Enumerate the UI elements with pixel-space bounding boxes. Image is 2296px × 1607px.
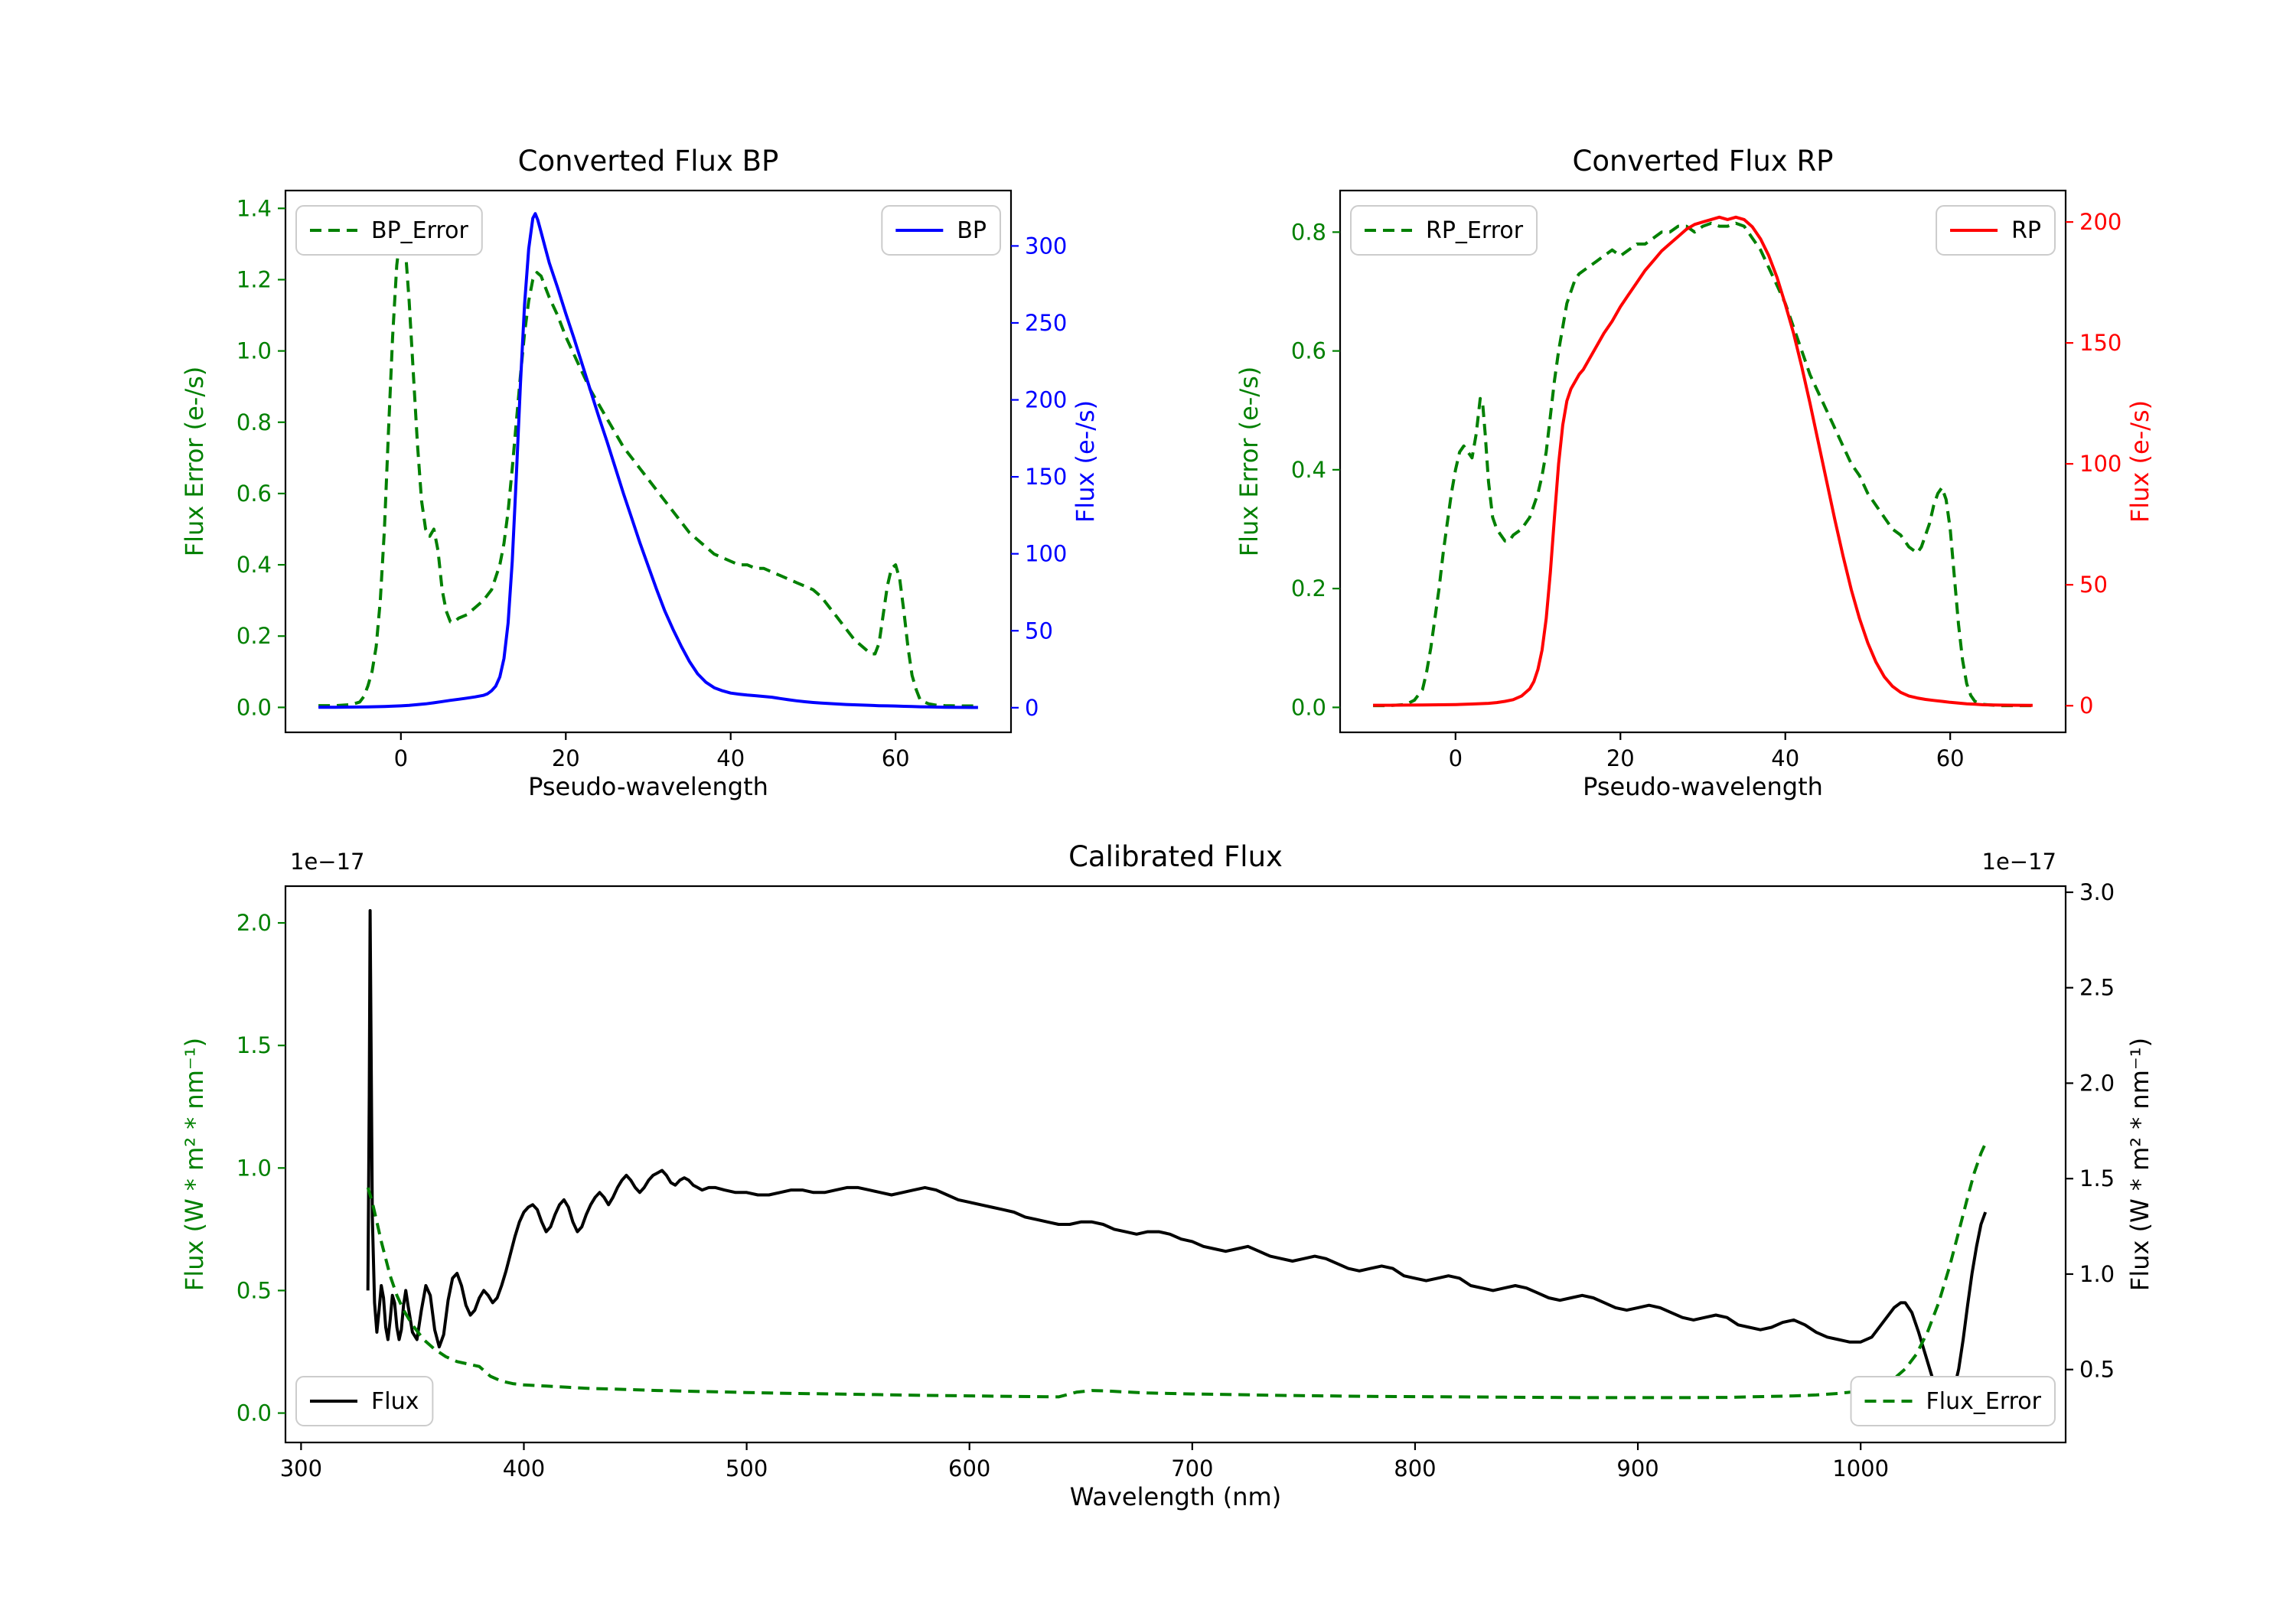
series-line-rp_error [1373,221,2033,708]
y-right-tick-label: 1.5 [2079,1165,2115,1191]
y-left-tick-label: 1.5 [236,1032,272,1058]
legend-box [295,1376,434,1426]
y-axis-label-left: Flux Error (e-/s) [1234,367,1264,557]
y-right-tick-label: 3.0 [2079,879,2115,905]
legend-rp_error: RP_Error [1350,205,1538,256]
y-left-tick-label: 0.4 [1291,457,1326,483]
y-left-tick-label: 2.0 [236,910,272,936]
legend-label: BP_Error [371,217,468,244]
y-axis-label-right: Flux (e-/s) [2125,400,2154,523]
x-tick-label: 700 [1171,1455,1213,1482]
x-axis-label: Pseudo-wavelength [528,772,768,801]
legend-label: BP [957,217,987,244]
chart-converted-flux-rp: 0 20 40 60 0.0 0.2 0.4 0.6 0.8 0 50 100 150 200 Conver… [1234,145,2154,801]
y-axis-label-left: Flux Error (e-/s) [180,367,209,557]
y-right-tick-label: 150 [1025,464,1067,490]
y-right-tick-label: 2.5 [2079,975,2115,1001]
x-tick-label: 500 [726,1455,768,1482]
y-right-tick-label: 50 [2079,572,2108,598]
x-tick-label: 900 [1616,1455,1658,1482]
x-tick-label: 40 [716,745,745,771]
y-left-tick-label: 0.8 [1291,219,1326,245]
legend-bp_error: BP_Error [295,205,483,256]
y-right-tick-label: 0 [2079,693,2093,719]
legend-flux: Flux [295,1376,434,1426]
axes-spines [1339,189,2067,734]
x-tick-label: 800 [1394,1455,1436,1482]
series-line-bp [318,212,978,709]
y-right-tick-label: 250 [1025,310,1067,336]
legend-box [1850,1376,2056,1426]
x-tick-label: 600 [948,1455,990,1482]
x-tick-label: 40 [1771,745,1799,771]
plot-title: Converted Flux BP [518,145,779,178]
x-tick-label: 0 [394,745,408,771]
x-axis-label: Pseudo-wavelength [1583,772,1823,801]
axes-spines [284,189,1013,734]
series-line-bp_error [318,228,978,708]
series-line-rp [1373,215,2033,707]
y-left-tick-label: 0.5 [236,1277,272,1303]
y-right-tick-label: 100 [2079,451,2122,477]
y-right-tick-label: 300 [1025,233,1067,259]
legend-label: Flux_Error [1926,1388,2042,1415]
legend-label: Flux [371,1388,419,1415]
chart-calibrated-flux: 300 400 500 600 700 800 900 1000 0.0 0.5 1.0 1.5 2.0… [180,840,2154,1511]
y-left-tick-label: 0.0 [236,694,272,720]
x-tick-label: 20 [552,745,580,771]
x-tick-label: 60 [882,745,910,771]
plot-title: Calibrated Flux [1068,840,1283,873]
y-right-offset-text: 1e−17 [1982,849,2057,875]
y-left-tick-label: 0.6 [236,481,272,507]
y-right-tick-label: 100 [1025,541,1067,567]
chart-converted-flux-bp: 0 20 40 60 0.0 0.2 0.4 0.6 0.8 1.0 1.2 1.4 0 50 100 150… [180,145,1100,801]
legend-rp: RP [1936,205,2056,256]
y-axis-label-right: Flux (W * m² * nm⁻¹) [2125,1038,2154,1291]
x-tick-label: 20 [1606,745,1635,771]
y-right-tick-label: 1.0 [2079,1261,2115,1287]
y-left-tick-label: 0.0 [1291,694,1326,720]
plot-title: Converted Flux RP [1572,145,1833,178]
x-axis-label: Wavelength (nm) [1070,1482,1281,1511]
y-axis-label-left: Flux (W * m² * nm⁻¹) [180,1038,209,1291]
y-right-tick-label: 200 [2079,209,2122,235]
legend-flux_error: Flux_Error [1850,1376,2056,1426]
y-left-tick-label: 1.4 [236,195,272,221]
y-left-tick-label: 0.2 [1291,575,1326,601]
y-left-tick-label: 0.2 [236,623,272,649]
y-right-tick-label: 2.0 [2079,1070,2115,1096]
x-tick-label: 1000 [1832,1455,1889,1482]
x-tick-label: 300 [280,1455,322,1482]
y-right-tick-label: 200 [1025,387,1067,413]
y-right-tick-label: 0 [1025,695,1039,721]
y-left-tick-label: 0.8 [236,409,272,435]
y-right-tick-label: 50 [1025,618,1053,644]
legend-label: RP_Error [1426,217,1524,244]
y-right-tick-label: 0.5 [2079,1357,2115,1383]
y-left-tick-label: 0.4 [236,552,272,578]
y-left-offset-text: 1e−17 [290,849,365,875]
y-left-tick-label: 1.0 [236,338,272,364]
series-line-flux_error [366,1143,1988,1400]
x-tick-label: 400 [503,1455,545,1482]
series-line-flux [366,909,1988,1403]
y-right-tick-label: 150 [2079,330,2122,356]
y-axis-label-right: Flux (e-/s) [1071,400,1100,523]
legend-bp: BP [881,205,1001,256]
legend-box [295,205,483,256]
x-tick-label: 60 [1936,745,1965,771]
y-left-tick-label: 1.0 [236,1155,272,1181]
y-left-tick-label: 0.6 [1291,338,1326,364]
y-left-tick-label: 0.0 [236,1400,272,1426]
axes-spines [284,885,2067,1444]
x-tick-label: 0 [1449,745,1463,771]
y-left-tick-label: 1.2 [236,266,272,292]
legend-box [1350,205,1538,256]
legend-label: RP [2011,217,2041,244]
